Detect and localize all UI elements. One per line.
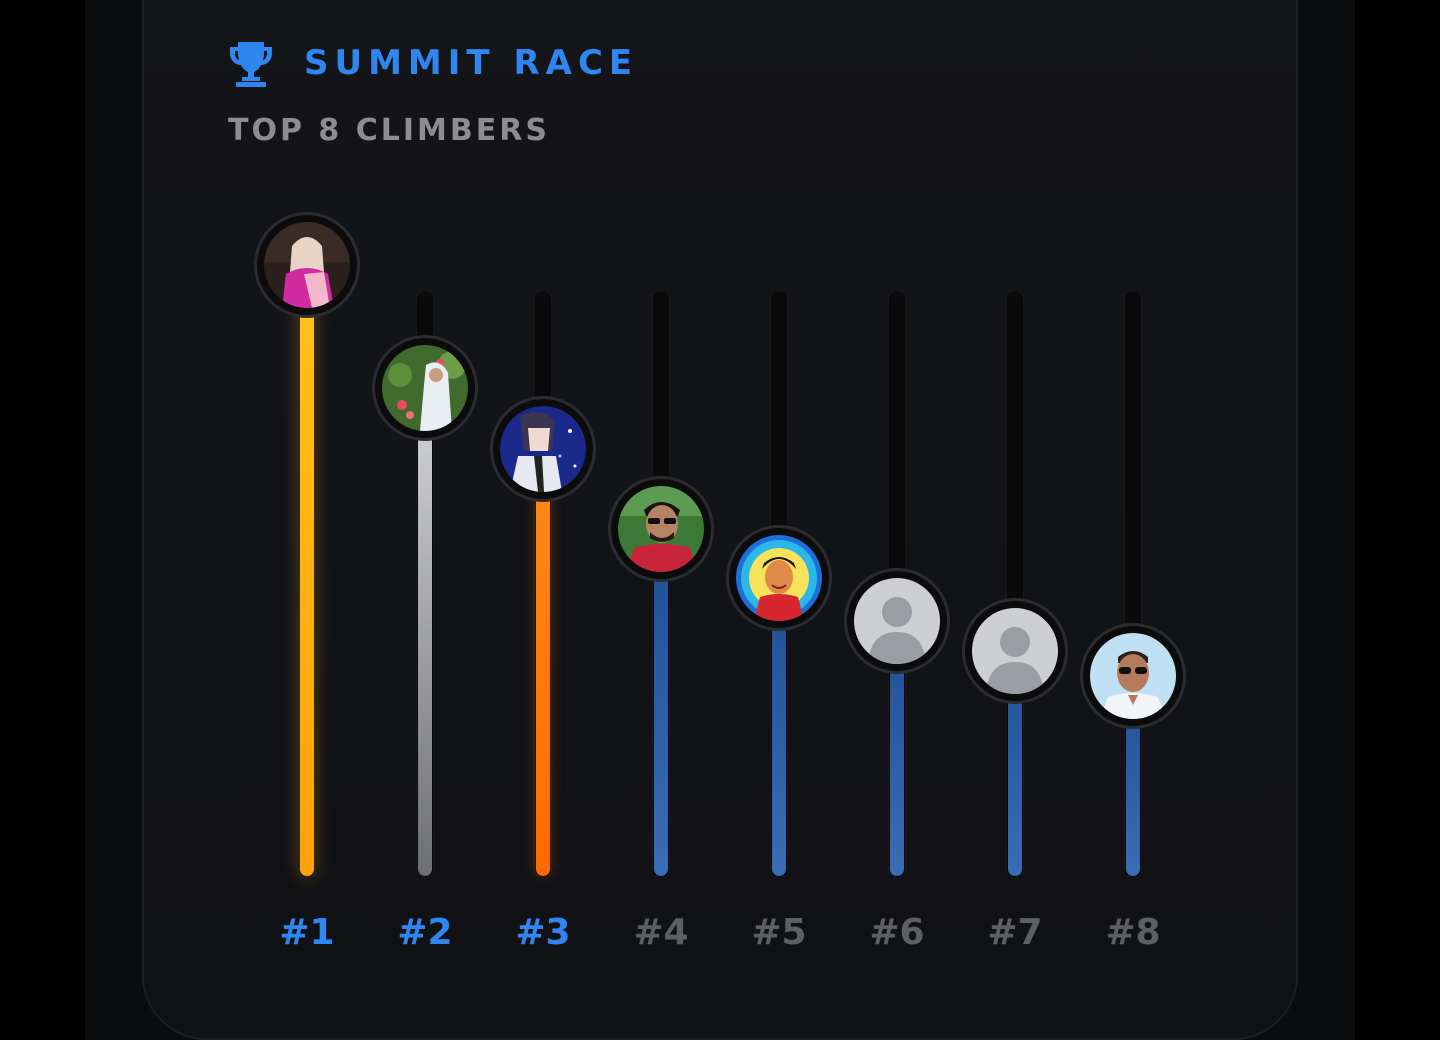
avatar-image — [1090, 632, 1176, 719]
trophy-icon — [230, 42, 272, 87]
climb-progress-bar — [418, 387, 432, 876]
avatar-image — [618, 485, 704, 572]
climb-progress-bar — [890, 620, 904, 876]
avatar[interactable] — [372, 334, 478, 441]
climb-progress-bar — [772, 577, 786, 876]
card-header: SUMMIT RACE — [228, 38, 638, 88]
avatar-image — [500, 405, 586, 492]
avatar[interactable] — [844, 567, 950, 674]
climb-progress-bar — [654, 528, 668, 876]
rank-label: #5 — [751, 912, 807, 953]
default-user-icon — [972, 608, 1058, 695]
leaderboard-card — [142, 0, 1298, 1040]
climb-progress-bar — [1008, 651, 1022, 876]
avatar[interactable] — [254, 212, 360, 318]
rank-label: #3 — [515, 912, 571, 953]
rank-label: #7 — [987, 912, 1043, 953]
avatar[interactable] — [962, 598, 1068, 705]
default-user-icon — [854, 577, 940, 664]
climb-progress-bar — [536, 448, 550, 876]
avatar[interactable] — [726, 524, 832, 631]
climb-progress-bar — [300, 265, 314, 876]
avatar[interactable] — [490, 395, 596, 502]
rank-label: #1 — [279, 912, 335, 953]
rank-label: #8 — [1105, 912, 1161, 953]
rank-label: #4 — [633, 912, 689, 953]
avatar[interactable] — [608, 475, 714, 582]
card-subtitle: TOP 8 CLIMBERS — [228, 113, 550, 148]
avatar[interactable] — [1080, 622, 1186, 729]
rank-label: #2 — [397, 912, 453, 953]
card-title: SUMMIT RACE — [304, 43, 639, 83]
rank-label: #6 — [869, 912, 925, 953]
avatar-image — [264, 222, 350, 308]
avatar-image — [382, 344, 468, 431]
avatar-image — [736, 534, 822, 621]
